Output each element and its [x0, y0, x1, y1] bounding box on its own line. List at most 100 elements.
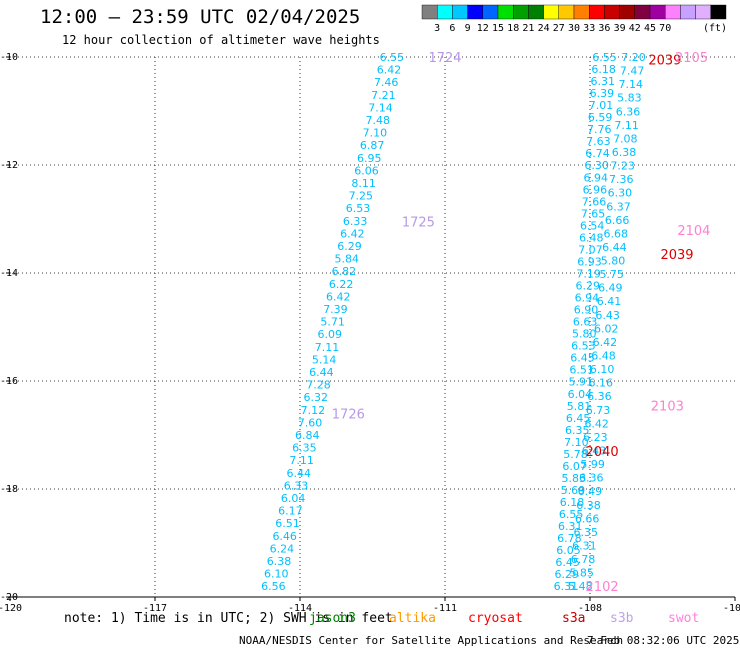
lat-tick-label: -18 [0, 484, 18, 495]
lat-tick-label: -10 [0, 52, 18, 63]
wave-height-value: 6.23 [583, 431, 608, 444]
lat-tick-label: -12 [0, 160, 18, 171]
satellite-label-swot: swot [668, 611, 700, 626]
wave-height-value: 7.10 [363, 127, 388, 140]
wave-height-value: 6.35 [292, 442, 317, 455]
lon-tick-label: -111 [433, 603, 457, 614]
wave-height-value: 5.85 [569, 567, 594, 580]
map-grid: -120 -117 -114 -111 -108 -105 -10 -12 -14 -16 -18 -… [0, 52, 740, 614]
legend-tick-label: 15 [492, 23, 504, 34]
wave-height-value: 7.11 [614, 119, 639, 132]
wave-height-value: 5.75 [599, 268, 624, 281]
wave-height-value: 6.78 [557, 532, 582, 545]
wave-height-value: 7.12 [301, 404, 326, 417]
wave-height-value: 6.31 [572, 539, 597, 552]
wave-height-value: 6.63 [573, 316, 598, 329]
wave-height-value: 7.01 [589, 99, 614, 112]
wave-height-value: 5.83 [617, 92, 642, 105]
wave-height-value: 7.66 [582, 195, 607, 208]
wave-height-value: 6.30 [608, 187, 633, 200]
wave-height-value: 7.19 [576, 267, 601, 280]
legend-tick-label: 3 [434, 23, 440, 34]
footer-credit: NOAA/NESDIS Center for Satellite Applica… [239, 634, 624, 647]
wave-height-value: 6.22 [329, 278, 354, 291]
lat-tick-label: -20 [0, 592, 18, 603]
wave-height-value: 6.04 [568, 388, 593, 401]
wave-height-value: 6.45 [566, 412, 591, 425]
wave-height-value: 6.74 [585, 147, 610, 160]
wave-height-value: 6.35 [574, 526, 599, 539]
wave-height-value: 6.10 [590, 363, 615, 376]
wave-height-value: 6.42 [326, 290, 351, 303]
pass-time-label: 1724 [428, 51, 461, 66]
wave-height-value: 7.65 [581, 207, 606, 220]
wave-height-value: 6.38 [576, 499, 601, 512]
wave-height-value: 5.80 [601, 255, 626, 268]
wave-height-value: 5.48 [568, 580, 593, 593]
wave-height-value: 6.06 [354, 164, 379, 177]
wave-height-value: 6.05 [556, 544, 581, 557]
legend-tick-label: 9 [465, 23, 471, 34]
wave-height-value: 6.55 [559, 508, 584, 521]
wave-height-value: 6.94 [575, 292, 600, 305]
pass-time-label: 2103 [651, 399, 684, 414]
wave-height-value: 6.04 [281, 492, 306, 505]
wave-height-value: 7.39 [323, 303, 348, 316]
wave-height-value: 6.66 [575, 512, 600, 525]
wave-height-value: 6.17 [278, 505, 303, 518]
wave-height-value: 6.94 [583, 171, 608, 184]
wave-height-value: 6.51 [569, 364, 594, 377]
wave-height-value: 6.36 [587, 390, 612, 403]
legend-tick-label: 45 [644, 23, 656, 34]
legend-tick-label: 24 [538, 23, 550, 34]
wave-height-value: 6.16 [589, 377, 614, 390]
satellite-label-altika: altika [389, 611, 436, 626]
wave-height-value: 6.41 [597, 295, 622, 308]
wave-height-value: 7.47 [620, 65, 645, 78]
wave-height-value: 7.21 [371, 89, 396, 102]
wave-height-value: 6.45 [555, 556, 580, 569]
lon-tick-label: -105 [723, 603, 740, 614]
wave-height-value: 6.84 [295, 429, 320, 442]
lon-tick-label: -117 [143, 603, 167, 614]
wave-height-value: 6.56 [261, 580, 286, 593]
pass-time-label: 2102 [586, 580, 619, 595]
wave-height-value: 5.84 [334, 253, 359, 266]
satellite-label-s3b: s3b [610, 611, 634, 626]
wave-height-value: 6.44 [602, 241, 627, 254]
wave-height-value: 6.36 [579, 472, 604, 485]
wave-height-value: 6.24 [270, 542, 295, 555]
wave-height-value: 6.31 [554, 580, 579, 593]
wave-height-value: 7.63 [586, 135, 611, 148]
wave-height-value: 6.42 [584, 417, 609, 430]
wave-height-value: 6.93 [577, 255, 602, 268]
legend-tick-label: 33 [583, 23, 595, 34]
wave-height-value: 6.35 [565, 424, 590, 437]
wave-height-value: 7.20 [621, 51, 646, 64]
legend-tick-label: 21 [522, 23, 534, 34]
wave-height-value: 6.46 [272, 530, 297, 543]
legend-tick-label: 30 [568, 23, 580, 34]
wave-height-value: 6.07 [562, 460, 587, 473]
wave-height-value: 6.95 [357, 152, 382, 165]
wave-height-value: 5.91 [569, 376, 594, 389]
wave-height-value: 6.87 [360, 139, 385, 152]
wave-height-value: 6.55 [592, 51, 617, 64]
wave-height-value: 6.31 [558, 520, 583, 533]
satellite-label-s3a: s3a [562, 611, 586, 626]
wave-height-value: 7.36 [609, 173, 634, 186]
wave-height-value: 6.43 [595, 309, 620, 322]
wave-height-value: 6.31 [590, 75, 615, 88]
wave-height-value: 6.68 [604, 227, 629, 240]
legend-tick-label: 18 [507, 23, 519, 34]
wave-height-value: 6.78 [571, 553, 596, 566]
wave-height-value: 6.10 [264, 568, 289, 581]
satellite-label-jason3: jason3 [309, 611, 356, 626]
wave-height-value: 6.49 [578, 485, 603, 498]
wave-height-value: 6.39 [590, 87, 615, 100]
lat-tick-label: -16 [0, 376, 18, 387]
wave-height-value: 6.54 [580, 219, 605, 232]
wave-height-value: 6.37 [606, 200, 631, 213]
pass-time-label: 2039 [660, 248, 693, 263]
